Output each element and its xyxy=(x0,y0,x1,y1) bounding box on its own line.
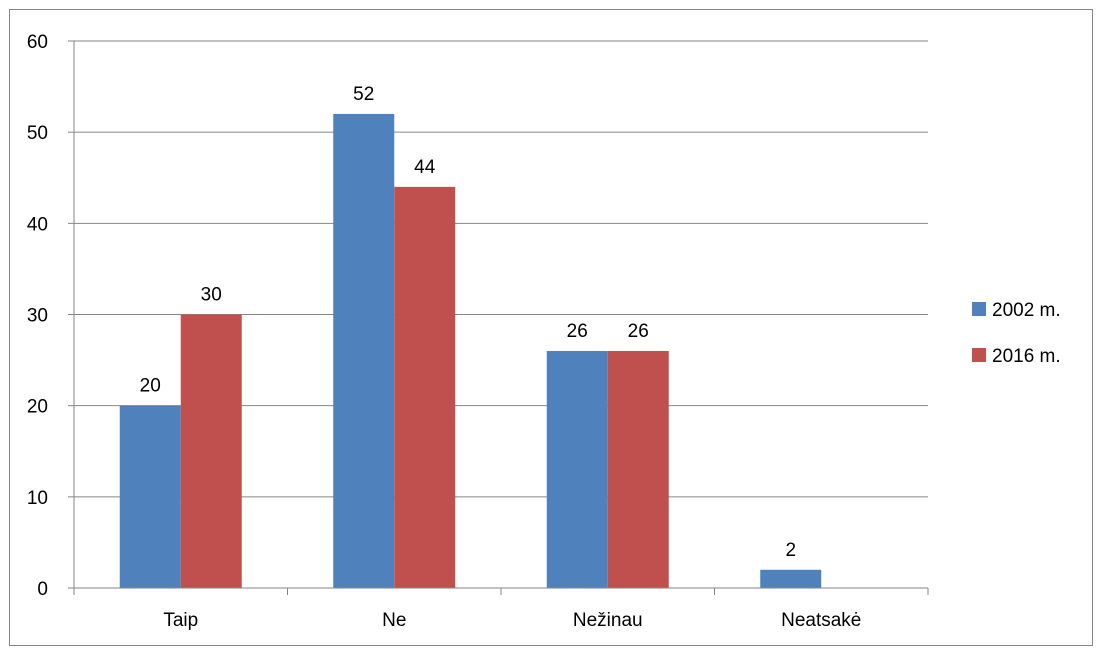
legend-label-1: 2002 m. xyxy=(992,300,1061,321)
bar-nežinau-series-1 xyxy=(546,350,608,588)
data-label-nežinau-series-1: 26 xyxy=(567,321,588,342)
bars xyxy=(119,113,822,588)
y-tick-label-60: 60 xyxy=(27,32,48,53)
bar-nežinau-series-2 xyxy=(607,350,669,588)
data-label-taip-series-1: 20 xyxy=(140,376,161,397)
bar-ne-series-1 xyxy=(333,113,395,588)
data-label-neatsakė-series-1: 2 xyxy=(785,540,796,561)
y-tick-label-30: 30 xyxy=(27,306,48,327)
x-tick-label-3: Nežinau xyxy=(573,610,643,631)
y-tick-label-0: 0 xyxy=(37,579,48,600)
data-label-ne-series-1: 52 xyxy=(353,84,374,105)
y-tick-label-20: 20 xyxy=(27,397,48,418)
legend-label-2: 2016 m. xyxy=(992,346,1061,367)
x-tick-label-4: Neatsakė xyxy=(781,610,861,631)
x-tick-label-2: Ne xyxy=(382,610,406,631)
data-label-taip-series-2: 30 xyxy=(201,285,222,306)
y-tick-label-50: 50 xyxy=(27,123,48,144)
x-tick-label-1: Taip xyxy=(163,610,198,631)
bar-taip-series-1 xyxy=(119,405,181,588)
y-tick-label-40: 40 xyxy=(27,214,48,235)
axes: 0 10 20 30 40 50 60 Taip Ne Nežinau Neatsakė xyxy=(27,32,929,631)
y-tick-label-10: 10 xyxy=(27,488,48,509)
data-labels: 20 30 52 44 26 26 2 xyxy=(140,84,796,561)
legend-swatch-1 xyxy=(972,302,986,316)
data-label-ne-series-2: 44 xyxy=(414,157,436,178)
data-label-nežinau-series-2: 26 xyxy=(628,321,649,342)
legend: 2002 m. 2016 m. xyxy=(972,300,1061,367)
bar-ne-series-2 xyxy=(394,186,456,588)
legend-swatch-2 xyxy=(972,348,986,362)
bar-taip-series-2 xyxy=(180,314,242,588)
bar-neatsakė-series-1 xyxy=(760,569,822,588)
